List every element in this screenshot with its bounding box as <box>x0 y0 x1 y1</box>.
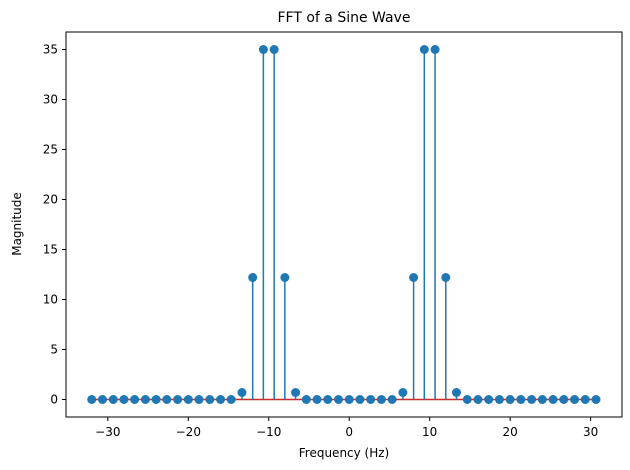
y-axis-label: Magnitude <box>10 192 24 256</box>
stem-marker <box>516 395 526 404</box>
y-tick-label: 5 <box>50 343 58 357</box>
axes-frame <box>65 31 623 418</box>
stem-marker <box>205 395 215 404</box>
stem-marker <box>162 395 172 404</box>
stem-marker <box>494 395 504 404</box>
stem-marker <box>183 395 193 404</box>
stem-marker <box>366 395 376 404</box>
x-tick-label: 30 <box>583 425 598 439</box>
x-tick-label: −10 <box>256 425 281 439</box>
marker-layer <box>87 45 601 404</box>
stem-marker <box>473 395 483 404</box>
x-tick-label: 20 <box>503 425 518 439</box>
stem-marker <box>312 395 322 404</box>
stem-marker <box>130 395 140 404</box>
stem-marker <box>451 388 461 397</box>
stem-marker <box>97 395 107 404</box>
stem-marker <box>484 395 494 404</box>
stem-marker <box>194 395 204 404</box>
stem-marker <box>248 273 258 282</box>
stem-marker <box>591 395 601 404</box>
plot-area <box>66 32 622 417</box>
stem-marker <box>505 395 515 404</box>
stem-marker <box>344 395 354 404</box>
stem-layer <box>241 49 458 400</box>
stem-marker <box>119 395 129 404</box>
stem-marker <box>527 395 537 404</box>
stem-marker <box>269 45 279 54</box>
y-tick-label: 15 <box>43 243 58 257</box>
stem-marker <box>537 395 547 404</box>
stem-marker <box>548 395 558 404</box>
x-tick-label: −30 <box>95 425 120 439</box>
stem-marker <box>215 395 225 404</box>
stem-marker <box>173 395 183 404</box>
stem-marker <box>419 45 429 54</box>
stem-marker <box>398 388 408 397</box>
stem-marker <box>334 395 344 404</box>
stem-marker <box>570 395 580 404</box>
stem-marker <box>409 273 419 282</box>
y-tick-label: 35 <box>43 43 58 57</box>
stem-marker <box>441 273 451 282</box>
stem-marker <box>226 395 236 404</box>
stem-marker <box>355 395 365 404</box>
y-tick-label: 25 <box>43 143 58 157</box>
stem-marker <box>291 388 301 397</box>
x-axis-label: Frequency (Hz) <box>299 446 390 460</box>
x-axis-ticks: −30 −20 −10 0 10 20 30 <box>95 417 598 439</box>
chart-title: FFT of a Sine Wave <box>278 10 411 26</box>
y-tick-label: 20 <box>43 193 58 207</box>
stem-marker <box>108 395 118 404</box>
y-tick-label: 30 <box>43 93 58 107</box>
stem-marker <box>87 395 97 404</box>
stem-marker <box>301 395 311 404</box>
stem-marker <box>462 395 472 404</box>
x-tick-label: 10 <box>422 425 437 439</box>
stem-marker <box>258 45 268 54</box>
stem-marker <box>140 395 150 404</box>
y-tick-label: 0 <box>50 393 58 407</box>
stem-marker <box>387 395 397 404</box>
stem-marker <box>151 395 161 404</box>
stem-marker <box>237 388 247 397</box>
y-tick-label: 10 <box>43 293 58 307</box>
stem-marker <box>376 395 386 404</box>
y-axis-ticks: 0 5 10 15 20 25 30 35 <box>43 43 66 407</box>
stem-marker <box>580 395 590 404</box>
x-tick-label: −20 <box>176 425 201 439</box>
stem-marker <box>280 273 290 282</box>
x-tick-label: 0 <box>345 425 353 439</box>
stem-marker <box>430 45 440 54</box>
stem-marker <box>323 395 333 404</box>
stem-marker <box>559 395 569 404</box>
